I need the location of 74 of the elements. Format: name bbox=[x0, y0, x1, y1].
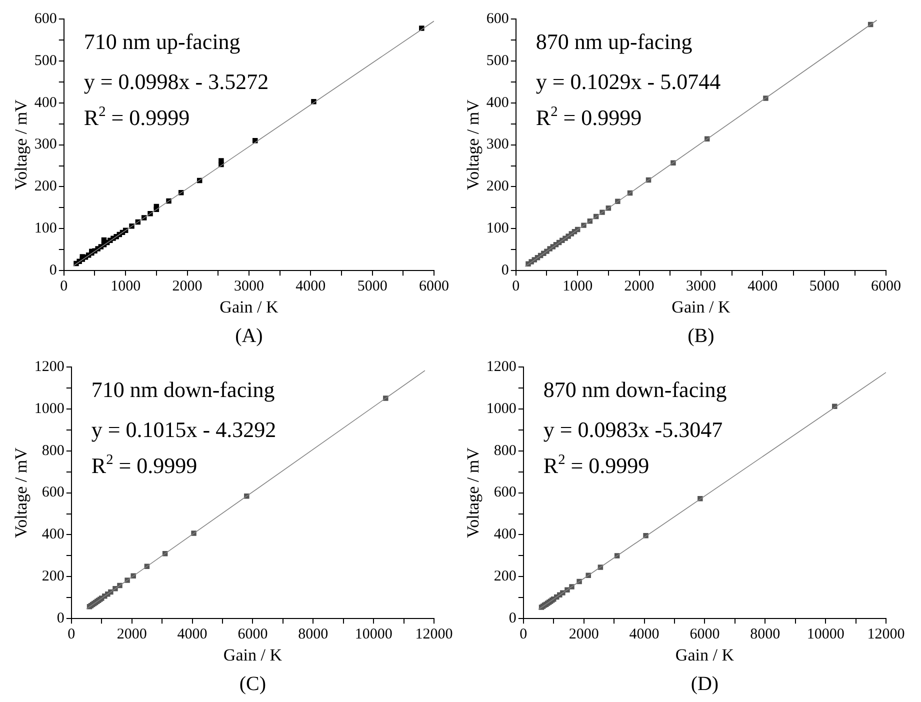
y-axis-title: Voltage / mV bbox=[464, 98, 483, 190]
y-tick-label: 500 bbox=[486, 52, 509, 69]
x-tick-label: 12000 bbox=[415, 626, 453, 643]
x-tick-label: 3000 bbox=[234, 278, 264, 295]
x-tick-label: 5000 bbox=[809, 278, 840, 295]
x-tick-label: 1000 bbox=[110, 278, 141, 295]
y-tick-label: 1000 bbox=[486, 400, 516, 417]
y-tick-label: 100 bbox=[486, 220, 509, 237]
x-tick-label: 6000 bbox=[419, 278, 449, 295]
x-tick-label: 8000 bbox=[750, 626, 780, 643]
y-tick-label: 800 bbox=[42, 442, 64, 459]
y-tick-label: 300 bbox=[34, 136, 57, 153]
x-tick-label: 4000 bbox=[629, 626, 660, 643]
y-tick-label: 100 bbox=[34, 220, 57, 237]
annotation: y = 0.0983x -5.3047 bbox=[543, 417, 723, 442]
y-tick-label: 1200 bbox=[486, 358, 516, 375]
text: (C) bbox=[239, 673, 266, 695]
x-tick-label: 1000 bbox=[562, 278, 593, 295]
y-tick-label: 800 bbox=[494, 442, 516, 459]
y-tick-label: 600 bbox=[34, 10, 57, 27]
annotation: y = 0.1029x - 5.0744 bbox=[536, 69, 721, 94]
x-tick-label: 10000 bbox=[354, 626, 392, 643]
x-tick-label: 10000 bbox=[806, 626, 844, 643]
y-tick-label: 600 bbox=[42, 484, 64, 501]
x-tick-label: 12000 bbox=[867, 626, 905, 643]
x-tick-label: 0 bbox=[68, 626, 76, 643]
y-tick-label: 0 bbox=[56, 610, 64, 627]
text: (D) bbox=[690, 673, 719, 695]
x-tick-label: 4000 bbox=[296, 278, 326, 295]
text: (B) bbox=[688, 325, 714, 347]
y-tick-label: 500 bbox=[34, 52, 57, 69]
y-tick-label: 1200 bbox=[34, 358, 64, 375]
x-tick-label: 2000 bbox=[624, 278, 654, 295]
y-tick-label: 200 bbox=[34, 178, 57, 195]
x-tick-label: 0 bbox=[520, 626, 528, 643]
x-tick-label: 4000 bbox=[177, 626, 208, 643]
annotation: y = 0.0998x - 3.5272 bbox=[84, 69, 269, 94]
x-tick-label: 4000 bbox=[748, 278, 778, 295]
x-axis-title: Gain / K bbox=[220, 297, 279, 316]
x-tick-label: 2000 bbox=[172, 278, 202, 295]
y-tick-label: 600 bbox=[486, 10, 509, 27]
x-tick-label: 6000 bbox=[871, 278, 901, 295]
y-tick-label: 0 bbox=[501, 262, 509, 279]
x-tick-label: 2000 bbox=[568, 626, 599, 643]
text: (A) bbox=[235, 325, 263, 347]
y-tick-label: 400 bbox=[42, 526, 64, 543]
x-tick-label: 5000 bbox=[357, 278, 388, 295]
text: 710 nm up-facing bbox=[84, 29, 240, 54]
x-tick-label: 2000 bbox=[116, 626, 147, 643]
y-tick-label: 1000 bbox=[34, 400, 64, 417]
y-tick-label: 400 bbox=[34, 94, 57, 111]
y-tick-label: 0 bbox=[508, 610, 516, 627]
y-tick-label: 200 bbox=[494, 568, 516, 585]
x-axis-title: Gain / K bbox=[223, 645, 283, 664]
annotation: y = 0.1015x - 4.3292 bbox=[91, 417, 276, 442]
y-tick-label: 300 bbox=[486, 136, 509, 153]
x-axis-title: Gain / K bbox=[675, 645, 735, 664]
y-tick-label: 600 bbox=[494, 484, 516, 501]
y-axis-title: Voltage / mV bbox=[12, 446, 31, 538]
x-axis-title: Gain / K bbox=[672, 297, 731, 316]
y-tick-label: 0 bbox=[49, 262, 57, 279]
text: 870 nm up-facing bbox=[536, 29, 692, 54]
y-tick-label: 400 bbox=[494, 526, 516, 543]
x-tick-label: 6000 bbox=[690, 626, 720, 643]
y-tick-label: 200 bbox=[486, 178, 509, 195]
text: 710 nm down-facing bbox=[91, 377, 275, 402]
y-tick-label: 400 bbox=[486, 94, 509, 111]
text: 870 nm down-facing bbox=[543, 377, 727, 402]
y-axis-title: Voltage / mV bbox=[464, 446, 483, 538]
y-axis-title: Voltage / mV bbox=[12, 98, 31, 190]
x-tick-label: 6000 bbox=[238, 626, 268, 643]
y-tick-label: 200 bbox=[42, 568, 64, 585]
x-tick-label: 8000 bbox=[298, 626, 328, 643]
x-tick-label: 3000 bbox=[686, 278, 716, 295]
